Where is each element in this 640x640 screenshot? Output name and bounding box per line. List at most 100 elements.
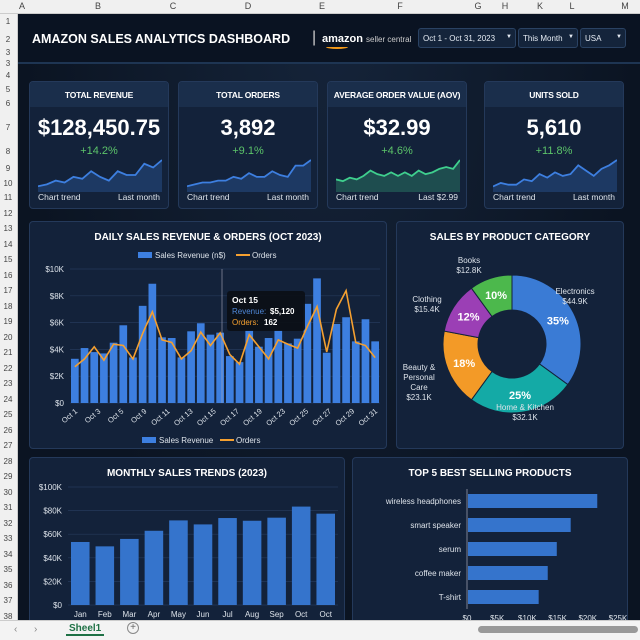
column-header[interactable]: E (318, 1, 326, 11)
sparkline-line (38, 159, 162, 188)
row-header[interactable]: 36 (3, 580, 13, 590)
row-header[interactable]: 16 (3, 270, 13, 280)
product-bar (468, 494, 598, 508)
row-header[interactable]: 11 (3, 193, 13, 202)
row-header[interactable]: 10 (3, 179, 13, 188)
column-header[interactable]: L (569, 1, 575, 11)
column-header[interactable]: G (474, 1, 482, 11)
row-header[interactable]: 35 (3, 565, 13, 574)
row-header[interactable]: 6 (5, 99, 11, 108)
row-header[interactable]: 9 (5, 164, 11, 173)
row-header[interactable]: 12 (3, 209, 13, 218)
row-header[interactable]: 29 (3, 472, 13, 481)
row-header[interactable]: 28 (3, 456, 13, 466)
row-header[interactable]: 31 (3, 503, 13, 512)
row-header[interactable]: 23 (3, 379, 13, 388)
row-header[interactable]: 27 (3, 441, 13, 450)
row-header[interactable]: 21 (3, 348, 13, 357)
sparkline-area (187, 160, 311, 192)
column-header[interactable]: A (18, 1, 26, 11)
column-header[interactable]: H (501, 1, 509, 11)
revenue-bar (284, 343, 292, 403)
row-header[interactable]: 5 (5, 85, 11, 94)
country-dropdown[interactable]: USA ▼ (580, 28, 626, 48)
add-sheet-button[interactable]: + (127, 622, 139, 634)
row-header[interactable]: 7 (5, 123, 11, 132)
sheet-tab-bar: ‹ › Sheel1 + (0, 620, 640, 640)
slice-name-line: Beauty & (403, 363, 436, 372)
x-tick-label: Oct 11 (149, 407, 171, 428)
row-header[interactable]: 34 (3, 549, 13, 559)
row-headers: 1 2 3 3 4 5 6 7 8 9 10 11 12 13 14 15 16 17 18 19 20 21 22 23 24… (0, 14, 18, 621)
kpi-delta: +9.1% (232, 145, 264, 157)
row-header[interactable]: 15 (3, 255, 13, 264)
period-dropdown[interactable]: This Month ▼ (518, 28, 578, 48)
row-header[interactable]: 4 (5, 71, 11, 80)
row-header[interactable]: 3 (5, 48, 11, 57)
x-tick-label: Oct 9 (129, 407, 149, 425)
row-header[interactable]: 20 (3, 332, 13, 342)
row-header[interactable]: 33 (3, 534, 13, 543)
sheet-tab-sheet1[interactable]: Sheel1 (66, 623, 105, 636)
product-label: T-shirt (439, 593, 462, 602)
revenue-bar (255, 346, 263, 403)
row-header[interactable]: 17 (3, 286, 13, 295)
month-bar (267, 517, 286, 605)
y-tick-label: $0 (55, 399, 64, 408)
slice-percent: 35% (547, 316, 569, 328)
period-value: This Month (523, 34, 563, 43)
row-header[interactable]: 26 (3, 425, 13, 435)
y-tick-label: $8K (50, 292, 65, 301)
row-header[interactable]: 3 (5, 59, 11, 68)
slice-name-line: Personal (403, 373, 435, 382)
kpi-delta: +4.6% (381, 145, 413, 157)
row-header[interactable]: 30 (3, 487, 13, 497)
revenue-bar (245, 329, 254, 403)
row-header[interactable]: 24 (3, 394, 13, 404)
x-tick-label: Oct 23 (264, 407, 287, 428)
kpi-value: $128,450.75 (37, 115, 161, 140)
revenue-bar (119, 325, 128, 403)
row-header[interactable]: 37 (3, 596, 13, 605)
column-header[interactable]: F (397, 1, 403, 11)
title-separator: | (312, 29, 317, 46)
x-tick-label: Sep (270, 610, 285, 619)
slice-value: $12.8K (456, 266, 482, 275)
revenue-bar (361, 319, 370, 403)
column-header[interactable]: C (169, 1, 177, 11)
row-header[interactable]: 2 (5, 35, 11, 44)
scroll-left-icon[interactable]: ‹ (14, 624, 18, 635)
row-header[interactable]: 25 (3, 410, 13, 419)
horizontal-scrollbar[interactable] (478, 626, 638, 633)
product-label: smart speaker (410, 521, 461, 530)
column-header[interactable]: M (621, 1, 629, 11)
row-header[interactable]: 8 (5, 147, 11, 156)
kpi-value: 3,892 (220, 115, 276, 140)
month-bar (316, 513, 335, 605)
date-range-value: Oct 1 - Oct 31, 2023 (423, 34, 496, 43)
row-header[interactable]: 1 (5, 17, 11, 26)
scroll-right-icon[interactable]: › (34, 624, 38, 635)
monthly-chart-title: MONTHLY SALES TRENDS (2023) (106, 468, 268, 479)
revenue-bar (158, 337, 166, 403)
date-range-dropdown[interactable]: Oct 1 - Oct 31, 2023 ▼ (418, 28, 516, 48)
x-tick-label: Apr (148, 610, 161, 619)
row-header[interactable]: 38 (3, 611, 13, 621)
row-header[interactable]: 32 (3, 518, 13, 528)
column-header[interactable]: D (244, 1, 252, 11)
revenue-bar (109, 342, 118, 403)
x-tick-label: Jan (74, 610, 87, 619)
column-header[interactable]: K (536, 1, 544, 11)
row-header[interactable]: 22 (3, 363, 13, 373)
daily-sales-chart: DAILY SALES REVENUE & ORDERS (OCT 2023) … (29, 221, 387, 449)
row-header[interactable]: 18 (3, 301, 13, 311)
column-header[interactable]: B (94, 1, 102, 11)
row-header[interactable]: 13 (3, 224, 13, 233)
row-header[interactable]: 14 (3, 239, 13, 249)
pie-slice (470, 274, 513, 318)
x-tick-label: Feb (98, 610, 112, 619)
row-header[interactable]: 19 (3, 317, 13, 326)
pie-slice (470, 363, 569, 414)
slice-value: $23.1K (406, 393, 432, 402)
slice-percent: 18% (453, 358, 475, 370)
